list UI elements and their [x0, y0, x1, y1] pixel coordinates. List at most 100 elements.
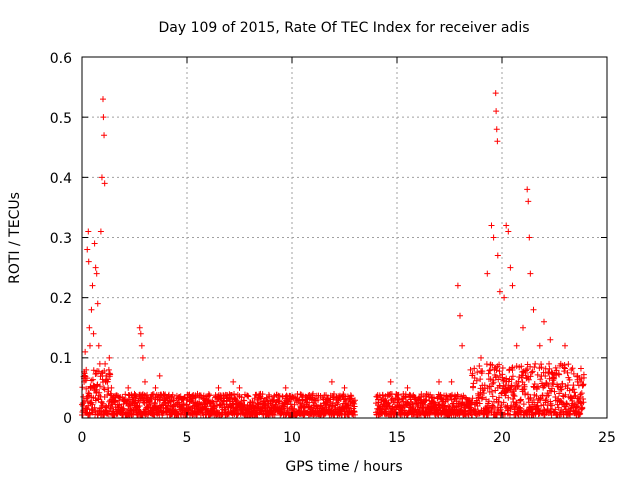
data-point-band	[571, 389, 578, 396]
data-point-band	[570, 386, 577, 393]
data-point-band	[515, 382, 522, 389]
data-point	[536, 342, 543, 349]
data-point-band	[567, 407, 574, 414]
y-tick-label-0-3: 0.3	[50, 231, 72, 247]
data-point-band	[579, 405, 586, 412]
data-point	[138, 342, 145, 349]
data-point-band	[580, 381, 587, 388]
data-point	[215, 384, 222, 391]
data-point-band	[477, 376, 484, 383]
data-point-band	[492, 387, 499, 394]
data-point-band	[389, 395, 396, 402]
y-tick-label-0-1: 0.1	[50, 351, 72, 367]
data-point-band	[558, 386, 565, 393]
data-point	[501, 294, 508, 301]
data-point-band	[170, 395, 177, 402]
data-point-band	[502, 382, 509, 389]
data-point-band	[573, 402, 580, 409]
data-point-band	[167, 398, 174, 405]
data-point	[488, 222, 495, 229]
data-point	[527, 270, 534, 277]
data-point	[454, 282, 461, 289]
data-point-band	[570, 370, 577, 377]
data-point-band	[518, 363, 525, 370]
data-point	[503, 222, 510, 229]
data-point	[507, 264, 514, 271]
data-point-band	[343, 397, 350, 404]
data-point-band	[551, 375, 558, 382]
data-point	[328, 378, 335, 385]
data-point	[84, 246, 91, 253]
data-point-band	[540, 408, 547, 415]
data-point	[82, 348, 89, 355]
data-point	[457, 312, 463, 319]
data-point-band	[484, 408, 491, 415]
data-point-band	[379, 392, 386, 399]
data-point-band	[521, 383, 528, 390]
data-point	[494, 252, 501, 259]
data-point-band	[509, 364, 516, 371]
data-point-band	[529, 368, 536, 375]
data-point	[484, 270, 491, 277]
data-point-band	[97, 405, 104, 412]
data-point-band	[89, 401, 96, 408]
data-point	[524, 186, 531, 193]
data-point	[89, 282, 96, 289]
data-point-band	[488, 388, 495, 395]
data-point-band	[427, 391, 434, 398]
data-point-band	[486, 367, 493, 374]
data-point	[86, 324, 93, 331]
data-point-band	[169, 391, 176, 398]
y-tick-label-0-6: 0.6	[50, 51, 72, 67]
data-point-band	[548, 402, 555, 409]
data-point	[101, 180, 108, 187]
data-point	[142, 378, 148, 385]
data-point	[85, 258, 92, 265]
data-point	[526, 234, 533, 241]
data-point-band	[476, 362, 483, 369]
data-point	[131, 390, 138, 397]
data-point-band	[469, 370, 476, 377]
data-point-band	[423, 396, 430, 403]
data-point-band	[562, 391, 569, 398]
data-point-band	[500, 399, 507, 406]
data-point-band	[105, 376, 112, 383]
data-point-band	[211, 403, 218, 410]
data-point	[467, 366, 474, 373]
data-point-band	[107, 405, 114, 412]
data-point-band	[485, 370, 492, 377]
data-point-band	[501, 411, 508, 418]
data-point-band	[91, 404, 98, 411]
data-point-band	[407, 396, 414, 403]
data-point-band	[548, 385, 555, 392]
data-point-band	[83, 385, 90, 392]
data-point-band	[302, 404, 309, 411]
data-point-band	[271, 411, 278, 418]
data-point-band	[89, 376, 96, 383]
data-point-band	[471, 365, 478, 372]
data-point-band	[430, 394, 437, 401]
data-point-band	[476, 400, 483, 407]
data-point-band	[97, 383, 104, 390]
data-point	[92, 264, 99, 271]
data-point-band	[531, 380, 538, 387]
data-point	[194, 390, 201, 397]
y-tick-labels: 0 0.1 0.2 0.3 0.4 0.5 0.6	[50, 51, 72, 427]
data-point-band	[577, 399, 584, 406]
data-point-band	[147, 403, 154, 410]
data-point-band	[92, 371, 99, 378]
data-point-band	[487, 376, 494, 383]
data-point-band	[206, 392, 213, 399]
data-point-band	[287, 401, 294, 408]
data-point	[156, 372, 163, 379]
data-point	[404, 384, 411, 391]
data-point	[541, 318, 547, 325]
data-point-band	[564, 401, 571, 408]
data-point-band	[562, 365, 568, 372]
data-point-band	[104, 392, 111, 399]
data-point	[520, 324, 526, 331]
data-point-band	[553, 367, 560, 374]
data-point	[530, 306, 537, 313]
data-point-band	[81, 370, 88, 377]
